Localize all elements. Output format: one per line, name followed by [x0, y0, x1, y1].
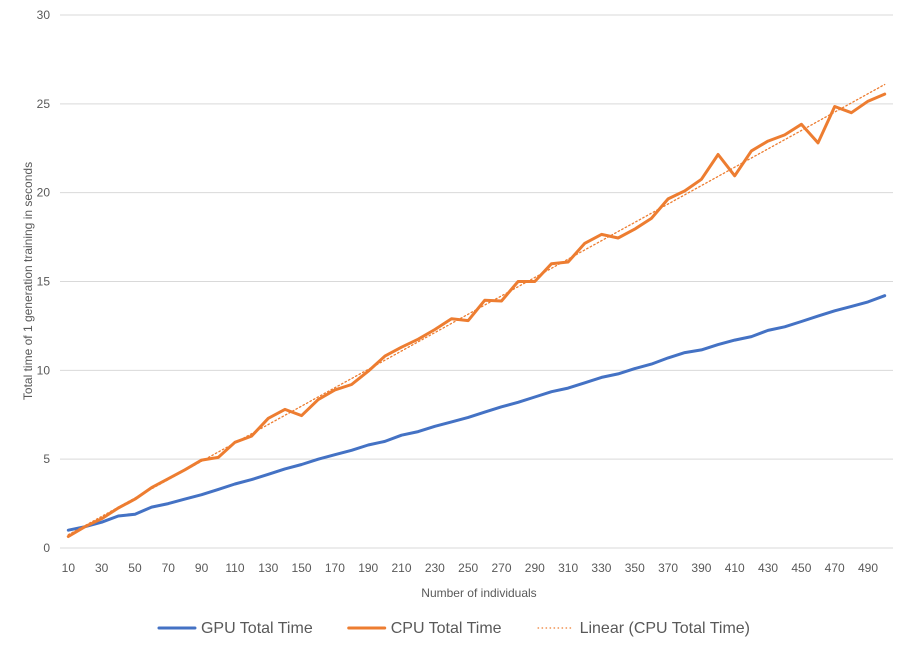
y-tick-labels: 0 5 10 15 20 25 30 — [37, 8, 51, 555]
x-tick-label: 470 — [825, 561, 845, 575]
legend-item-cpu-total-time: CPU Total Time — [347, 620, 502, 637]
legend-label: GPU Total Time — [201, 620, 313, 637]
x-tick-label: 190 — [358, 561, 378, 575]
x-tick-label: 90 — [195, 561, 209, 575]
y-tick-label: 0 — [43, 541, 50, 555]
series-line-gpu-total-time — [66, 294, 887, 532]
series-line-cpu-total-time — [66, 92, 887, 538]
data-series — [66, 83, 887, 538]
legend-item-gpu-total-time: GPU Total Time — [157, 620, 313, 637]
y-tick-label: 5 — [43, 452, 50, 466]
x-tick-label: 130 — [258, 561, 278, 575]
x-tick-label: 270 — [491, 561, 511, 575]
x-axis-title: Number of individuals — [421, 586, 536, 600]
x-tick-label: 150 — [292, 561, 312, 575]
legend: GPU Total Time CPU Total Time Linear (CPU … — [157, 620, 750, 637]
x-tick-label: 310 — [558, 561, 578, 575]
y-tick-label: 30 — [37, 8, 51, 22]
x-tick-label: 10 — [62, 561, 76, 575]
x-tick-label: 230 — [425, 561, 445, 575]
x-tick-label: 170 — [325, 561, 345, 575]
x-tick-label: 30 — [95, 561, 109, 575]
x-tick-label: 490 — [858, 561, 878, 575]
x-tick-label: 70 — [162, 561, 176, 575]
x-tick-label: 430 — [758, 561, 778, 575]
legend-item-linear-cpu-total-time: Linear (CPU Total Time) — [537, 620, 750, 637]
x-tick-label: 370 — [658, 561, 678, 575]
y-axis-title: Total time of 1 generation training in s… — [21, 162, 35, 400]
x-tick-label: 50 — [128, 561, 142, 575]
x-tick-label: 330 — [591, 561, 611, 575]
x-tick-labels: 10 30 50 70 90 110 130 150 170 190 210 230 250 270 290… — [62, 561, 879, 575]
legend-label: Linear (CPU Total Time) — [580, 620, 750, 637]
x-tick-label: 110 — [225, 561, 244, 575]
x-tick-label: 250 — [458, 561, 478, 575]
x-tick-label: 290 — [525, 561, 545, 575]
x-tick-label: 350 — [625, 561, 645, 575]
legend-label: CPU Total Time — [391, 620, 502, 637]
y-tick-label: 15 — [37, 275, 51, 289]
series-line-linear-cpu-total-time — [67, 83, 886, 536]
x-tick-label: 450 — [791, 561, 811, 575]
y-tick-label: 10 — [37, 363, 51, 377]
gridlines — [60, 14, 893, 460]
x-tick-label: 390 — [691, 561, 711, 575]
y-tick-label: 20 — [37, 186, 51, 200]
x-tick-label: 210 — [392, 561, 412, 575]
x-tick-label: 410 — [725, 561, 745, 575]
y-tick-label: 25 — [37, 97, 51, 111]
